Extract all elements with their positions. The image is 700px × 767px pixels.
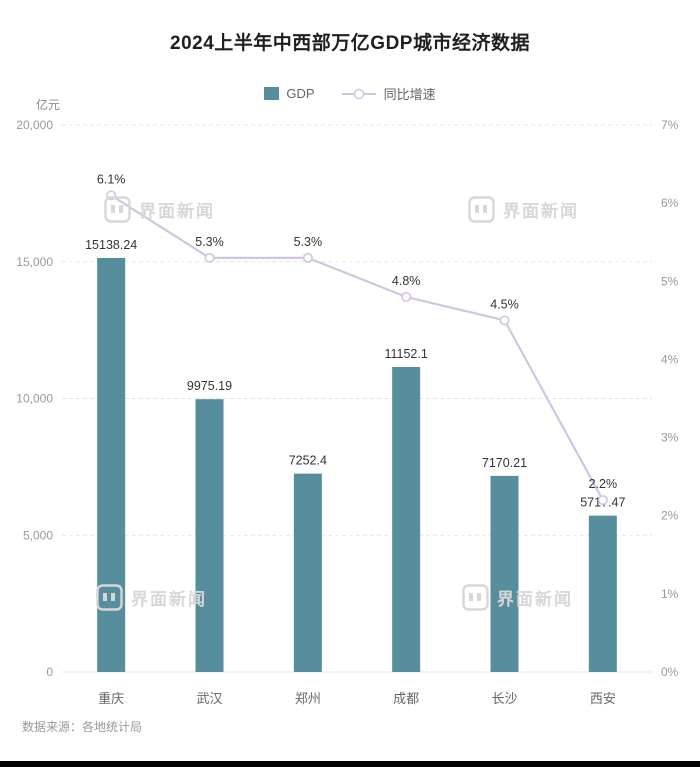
gdp-bar <box>588 515 617 672</box>
right-axis-tick-label: 6% <box>661 196 679 210</box>
data-source-note: 数据来源：各地统计局 <box>22 720 143 734</box>
right-axis-tick-label: 7% <box>661 118 679 132</box>
gdp-bar <box>293 473 322 672</box>
gdp-value-label: 7252.4 <box>289 454 327 468</box>
gdp-bar <box>195 399 224 672</box>
left-axis-tick-label: 15,000 <box>16 255 53 269</box>
category-label: 重庆 <box>98 691 124 706</box>
growth-point-marker <box>106 190 117 201</box>
gdp-value-label: 15138.24 <box>85 238 137 252</box>
growth-value-label: 6.1% <box>97 172 126 186</box>
legend-label-growth: 同比增速 <box>383 87 436 102</box>
bottom-black-bar <box>0 761 700 767</box>
right-axis-tick-label: 5% <box>661 274 679 288</box>
growth-value-label: 5.3% <box>294 235 323 249</box>
right-axis-tick-label: 2% <box>661 509 679 523</box>
growth-value-label: 2.2% <box>589 477 618 491</box>
legend-label-gdp: GDP <box>286 86 315 101</box>
right-axis-tick-label: 0% <box>661 665 679 679</box>
category-label: 成都 <box>393 691 419 706</box>
gdp-value-label: 11152.1 <box>384 347 427 361</box>
left-axis-tick-label: 20,000 <box>16 118 53 132</box>
growth-line <box>110 194 604 501</box>
category-label: 武汉 <box>196 691 222 706</box>
growth-point-marker <box>597 495 608 506</box>
line-marker-icon <box>341 88 376 99</box>
legend-item-growth: 同比增速 <box>341 84 436 103</box>
left-axis-unit-label: 亿元 <box>36 98 61 112</box>
growth-point-marker <box>302 252 313 263</box>
gdp-bar <box>97 257 126 672</box>
growth-value-label: 4.5% <box>490 297 519 311</box>
category-label: 郑州 <box>295 691 321 706</box>
growth-value-label: 4.8% <box>392 274 421 288</box>
left-axis-tick-label: 10,000 <box>16 392 53 406</box>
growth-value-label: 5.3% <box>195 235 224 249</box>
right-axis-tick-label: 3% <box>661 431 679 445</box>
growth-point-marker <box>499 315 510 326</box>
category-label: 西安 <box>590 691 616 706</box>
chart-title: 2024上半年中西部万亿GDP城市经济数据 <box>170 33 530 54</box>
gdp-value-label: 9975.19 <box>187 379 232 393</box>
category-label: 长沙 <box>491 691 517 706</box>
left-axis-tick-label: 0 <box>46 665 53 679</box>
chart-legend: GDP 同比增速 <box>0 84 700 103</box>
legend-item-gdp: GDP <box>264 86 315 101</box>
bar-swatch-icon <box>264 87 280 100</box>
gdp-value-label: 7170.21 <box>482 456 527 470</box>
combo-chart: 0 5,000 10,000 15,000 20,000 0% 1% 2% 3% 4% 5% 6% 7%… <box>16 118 679 706</box>
right-axis-tick-label: 4% <box>661 352 679 366</box>
left-axis-tick-label: 5,000 <box>23 528 53 542</box>
growth-point-marker <box>401 291 412 302</box>
gdp-bar <box>490 475 519 672</box>
right-axis-tick-label: 1% <box>661 587 679 601</box>
growth-point-marker <box>204 252 215 263</box>
gdp-bar <box>392 366 421 672</box>
